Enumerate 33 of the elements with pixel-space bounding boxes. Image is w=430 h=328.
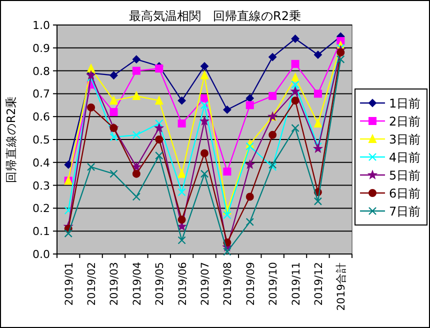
y-tick-label: 0.5	[32, 134, 50, 146]
legend-label: 3日前	[389, 132, 421, 146]
legend-label: 6日前	[389, 186, 421, 200]
x-tick-label: 2019/12	[312, 262, 325, 306]
y-tick-label: 0.2	[32, 202, 50, 216]
legend-label: 1日前	[389, 96, 421, 110]
legend-label: 4日前	[389, 150, 421, 164]
chart-title: 最高気温相関 回帰直線のR2乗	[129, 9, 301, 23]
legend-label: 5日前	[389, 168, 421, 182]
x-tick-label: 2019/05	[154, 262, 166, 306]
y-tick-label: 0.0	[32, 248, 50, 261]
legend-label: 2日前	[389, 114, 421, 128]
x-tick-label: 2019合計	[334, 262, 348, 311]
y-axis-title: 回帰直線のR2乗	[4, 96, 18, 184]
x-tick-label: 2019/11	[290, 262, 302, 306]
x-tick-label: 2019/07	[200, 262, 212, 306]
x-tick-label: 2019/08	[222, 262, 234, 306]
y-tick-label: 0.3	[32, 179, 50, 192]
x-tick-label: 2019/04	[131, 262, 144, 306]
y-tick-label: 1.0	[32, 19, 50, 32]
legend-label: 7日前	[389, 204, 421, 218]
y-tick-label: 0.6	[32, 110, 50, 124]
x-tick-label: 2019/10	[268, 262, 280, 306]
x-tick-label: 2019/01	[63, 262, 76, 306]
y-tick-label: 0.9	[32, 42, 50, 55]
x-tick-label: 2019/06	[176, 262, 189, 306]
y-tick-label: 0.8	[32, 64, 50, 78]
x-tick-label: 2019/02	[86, 262, 98, 306]
y-tick-label: 0.1	[32, 225, 50, 238]
x-tick-label: 2019/03	[108, 262, 121, 306]
y-tick-label: 0.7	[32, 88, 50, 101]
y-tick-label: 0.4	[32, 156, 50, 170]
x-tick-label: 2019/09	[244, 262, 257, 306]
